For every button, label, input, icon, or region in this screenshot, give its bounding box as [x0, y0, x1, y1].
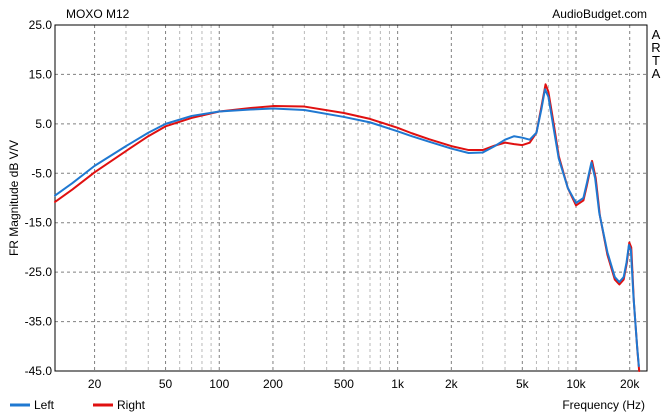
y-tick-label: -45.0	[25, 364, 53, 378]
y-tick-label: -5.0	[31, 166, 52, 180]
arta-label: A R T A	[651, 27, 660, 81]
x-tick-label: 20k	[620, 377, 640, 391]
y-tick-label: 5.0	[35, 117, 52, 131]
x-tick-label: 50	[159, 377, 173, 391]
x-tick-label: 500	[334, 377, 354, 391]
y-tick-label: -15.0	[25, 216, 53, 230]
legend: Left Right	[10, 398, 146, 412]
y-tick-labels: 25.0 15.0 5.0 -5.0 -15.0 -25.0 -35.0 -45.0	[25, 18, 53, 378]
y-tick-label: -25.0	[25, 265, 53, 279]
x-tick-label: 100	[209, 377, 229, 391]
y-tick-label: 15.0	[29, 67, 53, 81]
y-tick-label: 25.0	[29, 18, 53, 32]
series-line-left	[54, 88, 640, 368]
plot-frame	[54, 24, 648, 372]
x-tick-label: 200	[263, 377, 283, 391]
watermark-text: AudioBudget.com	[552, 7, 647, 21]
x-tick-label: 2k	[445, 377, 459, 391]
chart-title: MOXO M12	[66, 7, 130, 21]
x-tick-label: 5k	[516, 377, 530, 391]
arta-letter: R	[651, 40, 660, 55]
legend-label-right: Right	[117, 398, 146, 412]
series-layer	[54, 83, 641, 372]
x-axis-label: Frequency (Hz)	[562, 398, 645, 412]
x-tick-labels: 20 50 100 200 500 1k 2k 5k 10k 20k	[88, 377, 640, 391]
x-tick-label: 20	[88, 377, 102, 391]
arta-letter: T	[652, 53, 660, 68]
x-tick-label: 10k	[566, 377, 586, 391]
legend-label-left: Left	[34, 398, 55, 412]
y-axis-label: FR Magnitude dB V/V	[7, 140, 21, 256]
arta-letter: A	[652, 27, 661, 42]
arta-letter: A	[652, 66, 661, 81]
x-tick-label: 1k	[391, 377, 405, 391]
y-tick-label: -35.0	[25, 315, 53, 329]
